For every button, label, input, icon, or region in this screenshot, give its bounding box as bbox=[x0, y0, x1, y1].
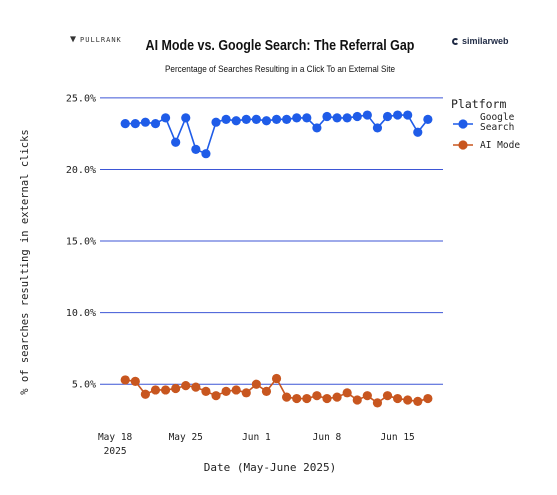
google-search-data-point bbox=[160, 113, 171, 123]
google-search-data-point bbox=[332, 113, 342, 123]
legend-label-google-search: Google Search bbox=[480, 112, 515, 133]
google-search-data-point bbox=[393, 110, 403, 120]
y-tick-label: 5.0% bbox=[72, 380, 96, 391]
google-search-data-point bbox=[171, 137, 181, 147]
ai-mode-data-point bbox=[140, 389, 150, 399]
ai-mode-data-point bbox=[342, 388, 352, 398]
ai-mode-data-point bbox=[211, 391, 221, 401]
ai-mode-data-point bbox=[171, 383, 181, 394]
google-search-data-point bbox=[150, 119, 161, 129]
y-tick-label: 15.0% bbox=[66, 237, 96, 248]
google-search-data-point bbox=[423, 114, 433, 124]
ai-mode-data-point bbox=[393, 393, 403, 404]
google-search-data-point bbox=[413, 127, 423, 137]
google-search-data-point bbox=[241, 114, 251, 124]
google-search-data-point bbox=[251, 114, 261, 124]
ai-mode-data-point bbox=[352, 395, 362, 405]
ai-mode-data-point bbox=[231, 385, 241, 395]
ai-mode-data-point bbox=[362, 391, 372, 401]
x-tick-sublabel: 2025 bbox=[104, 446, 127, 457]
ai-mode-data-point bbox=[150, 385, 161, 395]
ai-mode-data-point bbox=[382, 391, 393, 401]
ai-mode-data-point bbox=[120, 375, 130, 385]
x-tick-label: Jun 1 bbox=[242, 432, 271, 443]
y-tick-label: 25.0% bbox=[66, 93, 96, 104]
google-search-data-point bbox=[130, 119, 140, 129]
ai-mode-data-point bbox=[302, 393, 312, 404]
x-tick-label: Jun 15 bbox=[380, 432, 414, 443]
google-search-data-point bbox=[302, 113, 312, 123]
pullrank-logo: ▼ PULLRANK bbox=[70, 34, 122, 45]
ai-mode-data-point bbox=[201, 386, 211, 396]
ai-mode-data-point bbox=[312, 391, 322, 401]
y-axis-label: % of searches resulting in external clic… bbox=[19, 129, 31, 395]
ai-mode-data-point bbox=[261, 386, 272, 396]
y-tick-label: 10.0% bbox=[66, 308, 96, 319]
ai-mode-data-point bbox=[271, 373, 282, 384]
google-search-data-point bbox=[211, 117, 221, 127]
google-search-data-point bbox=[140, 117, 150, 127]
ai-mode-data-point bbox=[130, 376, 140, 386]
chart-title: AI Mode vs. Google Search: The Referral … bbox=[145, 38, 415, 54]
google-search-data-point bbox=[362, 110, 372, 120]
ai-mode-data-point bbox=[413, 396, 423, 407]
ai-mode-data-point bbox=[423, 393, 433, 404]
google-search-data-point bbox=[191, 144, 201, 155]
x-tick-label: May 25 bbox=[169, 432, 203, 443]
google-search-data-point bbox=[201, 149, 211, 159]
ai-mode-data-point bbox=[191, 382, 201, 392]
google-search-data-point bbox=[372, 123, 383, 133]
google-search-data-point bbox=[231, 116, 241, 126]
x-axis-label: Date (May-June 2025) bbox=[204, 461, 336, 474]
google-search-data-point bbox=[342, 113, 352, 123]
y-tick-label: 20.0% bbox=[66, 165, 96, 176]
x-tick-label: Jun 8 bbox=[313, 432, 342, 443]
ai-mode-data-point bbox=[322, 393, 332, 404]
google-search-data-point bbox=[181, 113, 191, 123]
pullrank-logo-text: PULLRANK bbox=[80, 35, 122, 44]
similarweb-icon bbox=[452, 37, 459, 45]
legend-swatch-marker-ai-mode bbox=[458, 140, 468, 150]
google-search-data-point bbox=[382, 111, 393, 122]
google-search-data-point bbox=[120, 119, 130, 129]
ai-mode-data-point bbox=[332, 392, 342, 402]
google-search-data-point bbox=[221, 114, 231, 124]
ai-mode-data-point bbox=[221, 386, 231, 396]
similarweb-logo: similarweb bbox=[452, 36, 509, 46]
legend-swatch-marker-google-search bbox=[458, 119, 468, 129]
google-search-data-point bbox=[261, 116, 272, 126]
legend-label-ai-mode: AI Mode bbox=[480, 140, 520, 151]
ai-mode-data-point bbox=[282, 392, 292, 402]
google-search-data-point bbox=[271, 114, 282, 124]
ai-mode-data-point bbox=[403, 395, 413, 405]
x-tick-label: May 18 bbox=[98, 432, 133, 443]
google-search-data-point bbox=[312, 123, 322, 133]
google-search-data-point bbox=[292, 113, 302, 123]
google-search-data-point bbox=[352, 111, 362, 122]
ai-mode-data-point bbox=[160, 385, 171, 395]
google-search-data-point bbox=[282, 114, 292, 124]
bird-icon: ▼ bbox=[70, 34, 78, 45]
legend-title: Platform bbox=[451, 97, 506, 111]
ai-mode-data-point bbox=[251, 379, 261, 389]
chart-subtitle: Percentage of Searches Resulting in a Cl… bbox=[164, 64, 396, 75]
ai-mode-data-point bbox=[372, 398, 383, 408]
ai-mode-data-point bbox=[292, 393, 302, 404]
ai-mode-data-point bbox=[241, 388, 251, 398]
ai-mode-data-point bbox=[181, 381, 191, 391]
similarweb-logo-text: similarweb bbox=[462, 36, 509, 46]
google-search-data-point bbox=[403, 110, 413, 120]
google-search-data-point bbox=[322, 111, 332, 122]
